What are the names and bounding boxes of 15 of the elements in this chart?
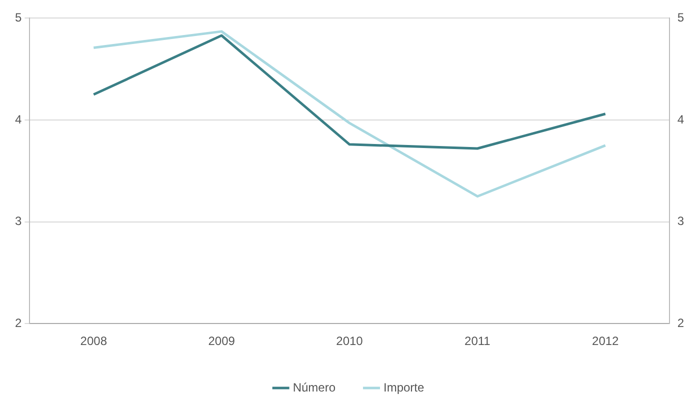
y-tick-label: 4 [14,112,22,126]
x-tick-label: 2008 [80,334,108,348]
x-tick-label: 2012 [592,334,620,348]
x-tick-label: 2010 [336,334,364,348]
legend-label: Número [292,380,336,394]
y2-tick-label: 3 [677,214,684,228]
x-tick-label: 2009 [208,334,236,348]
y-tick-label: 3 [14,214,22,228]
legend-label: Importe [384,380,425,394]
y-tick-label: 5 [14,10,22,25]
x-tick-label: 2011 [464,334,491,348]
y2-tick-label: 4 [677,112,684,126]
y-tick-label: 2 [14,316,22,330]
y2-tick-label: 5 [677,10,684,25]
y2-tick-label: 2 [677,316,684,330]
